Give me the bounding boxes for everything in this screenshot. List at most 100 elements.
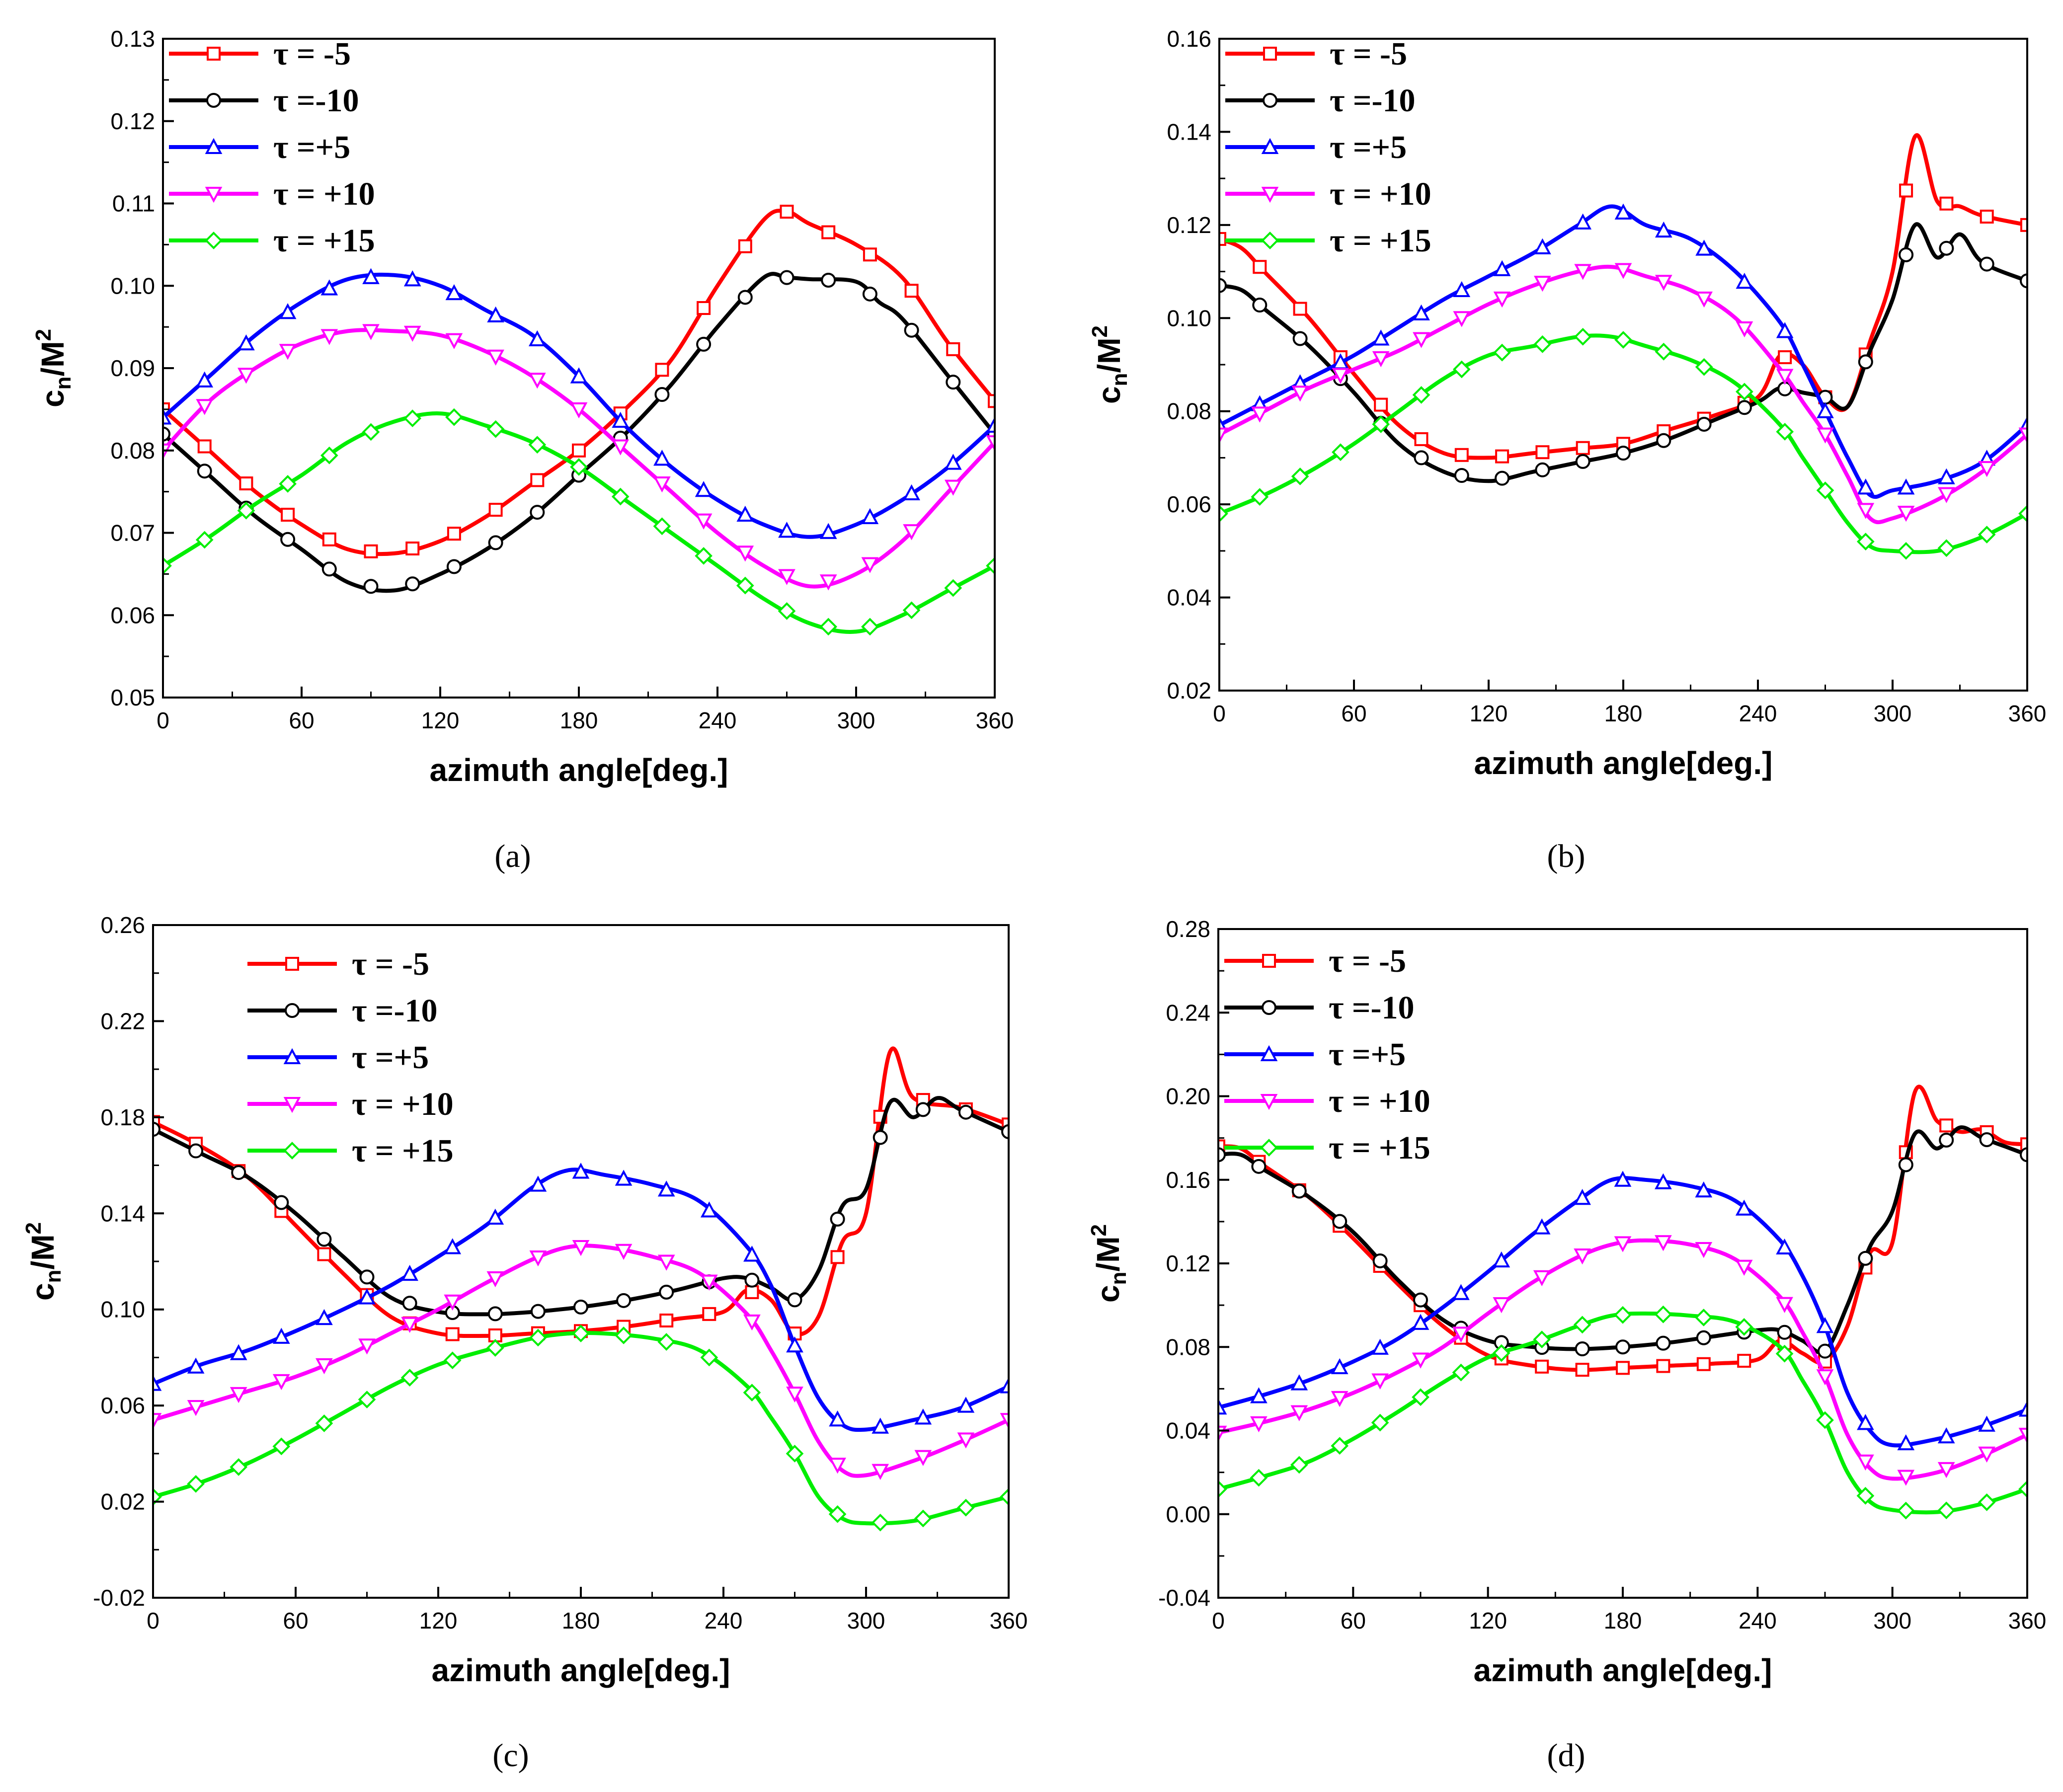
data-point: [529, 1328, 547, 1347]
chart-panel-a: 0 60 120 180 240 300 360 0.05 0.06 0.07 0.08 0.09 0.…: [31, 26, 1014, 874]
y-tick-label: 0.12: [110, 108, 155, 134]
data-point: [787, 1292, 802, 1308]
y-axis-title: cn/M2: [21, 1222, 66, 1301]
legend-item-4: τ = +15: [1225, 223, 1431, 259]
series-markers-2: [1218, 1170, 2027, 1451]
data-point: [695, 481, 713, 497]
data-point: [1857, 1454, 1874, 1471]
data-point: [279, 344, 297, 360]
data-point: [401, 1317, 418, 1333]
y-tick-label: 0.00: [1166, 1501, 1210, 1527]
x-tick-label: 300: [1873, 1608, 1911, 1634]
legend-item-3: τ = +10: [1225, 176, 1431, 212]
y-tick-label: 0.06: [100, 1393, 145, 1418]
data-point: [736, 505, 754, 522]
data-point: [1372, 351, 1390, 368]
data-point: [447, 527, 461, 541]
legend-label: τ = +15: [352, 1133, 454, 1169]
data-point: [317, 1232, 332, 1247]
data-point: [445, 1327, 460, 1341]
series-markers-3: [163, 324, 995, 591]
legend: τ = -5 τ =-10 τ =+5 τ = +10 τ = +15: [1225, 36, 1431, 259]
data-point: [1696, 1330, 1711, 1345]
data-point: [402, 1296, 417, 1311]
data-point: [1290, 1456, 1308, 1474]
data-point: [362, 324, 380, 340]
data-point: [1980, 209, 1994, 224]
data-point: [528, 436, 547, 454]
series-line-1: [1218, 1125, 2027, 1355]
data-point: [163, 556, 172, 575]
data-point: [861, 618, 879, 636]
legend-item-1: τ =-10: [247, 993, 438, 1029]
data-point: [1856, 533, 1875, 550]
data-point: [1776, 1238, 1793, 1255]
data-point: [829, 1458, 846, 1474]
series-markers-3: [1218, 1235, 2027, 1486]
data-point: [914, 1450, 932, 1466]
data-point: [230, 1458, 248, 1476]
series-group: [1218, 1085, 2027, 1520]
data-point: [1656, 433, 1671, 448]
data-point: [1616, 446, 1631, 461]
y-tick-label: 0.24: [1166, 1000, 1210, 1025]
data-point: [1493, 343, 1511, 362]
data-point: [1291, 386, 1309, 402]
data-point: [654, 387, 670, 402]
panel-caption: (d): [1547, 1737, 1586, 1774]
legend-swatch-marker: [206, 93, 221, 108]
data-point: [1695, 358, 1713, 376]
x-tick-label: 60: [289, 707, 314, 733]
data-point: [1292, 331, 1308, 346]
data-point: [1614, 203, 1632, 220]
data-point: [902, 601, 921, 620]
legend-item-1: τ =-10: [1224, 990, 1415, 1026]
data-point: [872, 1464, 889, 1480]
data-point: [1372, 1253, 1388, 1268]
data-point: [1858, 354, 1873, 370]
series-markers-4: [163, 408, 995, 636]
data-point: [611, 487, 630, 506]
y-axis-title-sup: 2: [1087, 1224, 1111, 1236]
data-point: [316, 1309, 333, 1325]
data-point: [197, 439, 212, 454]
y-tick-label: 0.06: [110, 602, 155, 628]
y-tick-label: 0.18: [100, 1104, 145, 1130]
data-point: [444, 1294, 462, 1311]
data-point: [1776, 322, 1794, 338]
data-point: [358, 1391, 376, 1408]
data-point: [1696, 416, 1712, 432]
data-point: [486, 1339, 504, 1357]
data-point: [486, 1271, 504, 1288]
data-point: [1412, 1352, 1429, 1369]
data-point: [486, 1208, 504, 1225]
data-point: [861, 557, 879, 573]
x-tick-label: 180: [560, 707, 598, 733]
data-point: [487, 306, 504, 322]
data-point: [570, 367, 588, 384]
data-point: [861, 508, 879, 525]
legend: τ = -5 τ =-10 τ =+5 τ = +10 τ = +15: [247, 946, 454, 1169]
data-point: [1899, 183, 1913, 198]
data-point: [1414, 450, 1429, 466]
data-point: [1776, 423, 1794, 441]
data-point: [1452, 360, 1471, 379]
data-point: [1937, 1462, 1955, 1479]
data-point: [315, 1414, 333, 1432]
data-point: [1574, 1188, 1591, 1205]
y-tick-label: 0.14: [100, 1200, 145, 1226]
legend-item-1: τ =-10: [1225, 82, 1416, 119]
data-point: [653, 517, 671, 536]
legend-swatch-marker: [283, 1097, 301, 1113]
data-point: [1251, 406, 1269, 423]
data-point: [1695, 1242, 1713, 1258]
data-point: [1493, 1297, 1510, 1314]
data-point: [1452, 1326, 1470, 1343]
data-point: [2020, 1147, 2027, 1163]
legend-label: τ = -5: [273, 36, 351, 72]
y-axis-title-tail: /M: [35, 341, 71, 376]
data-point: [1735, 1318, 1753, 1336]
x-tick-label: 180: [562, 1608, 600, 1634]
data-point: [1737, 1354, 1751, 1368]
